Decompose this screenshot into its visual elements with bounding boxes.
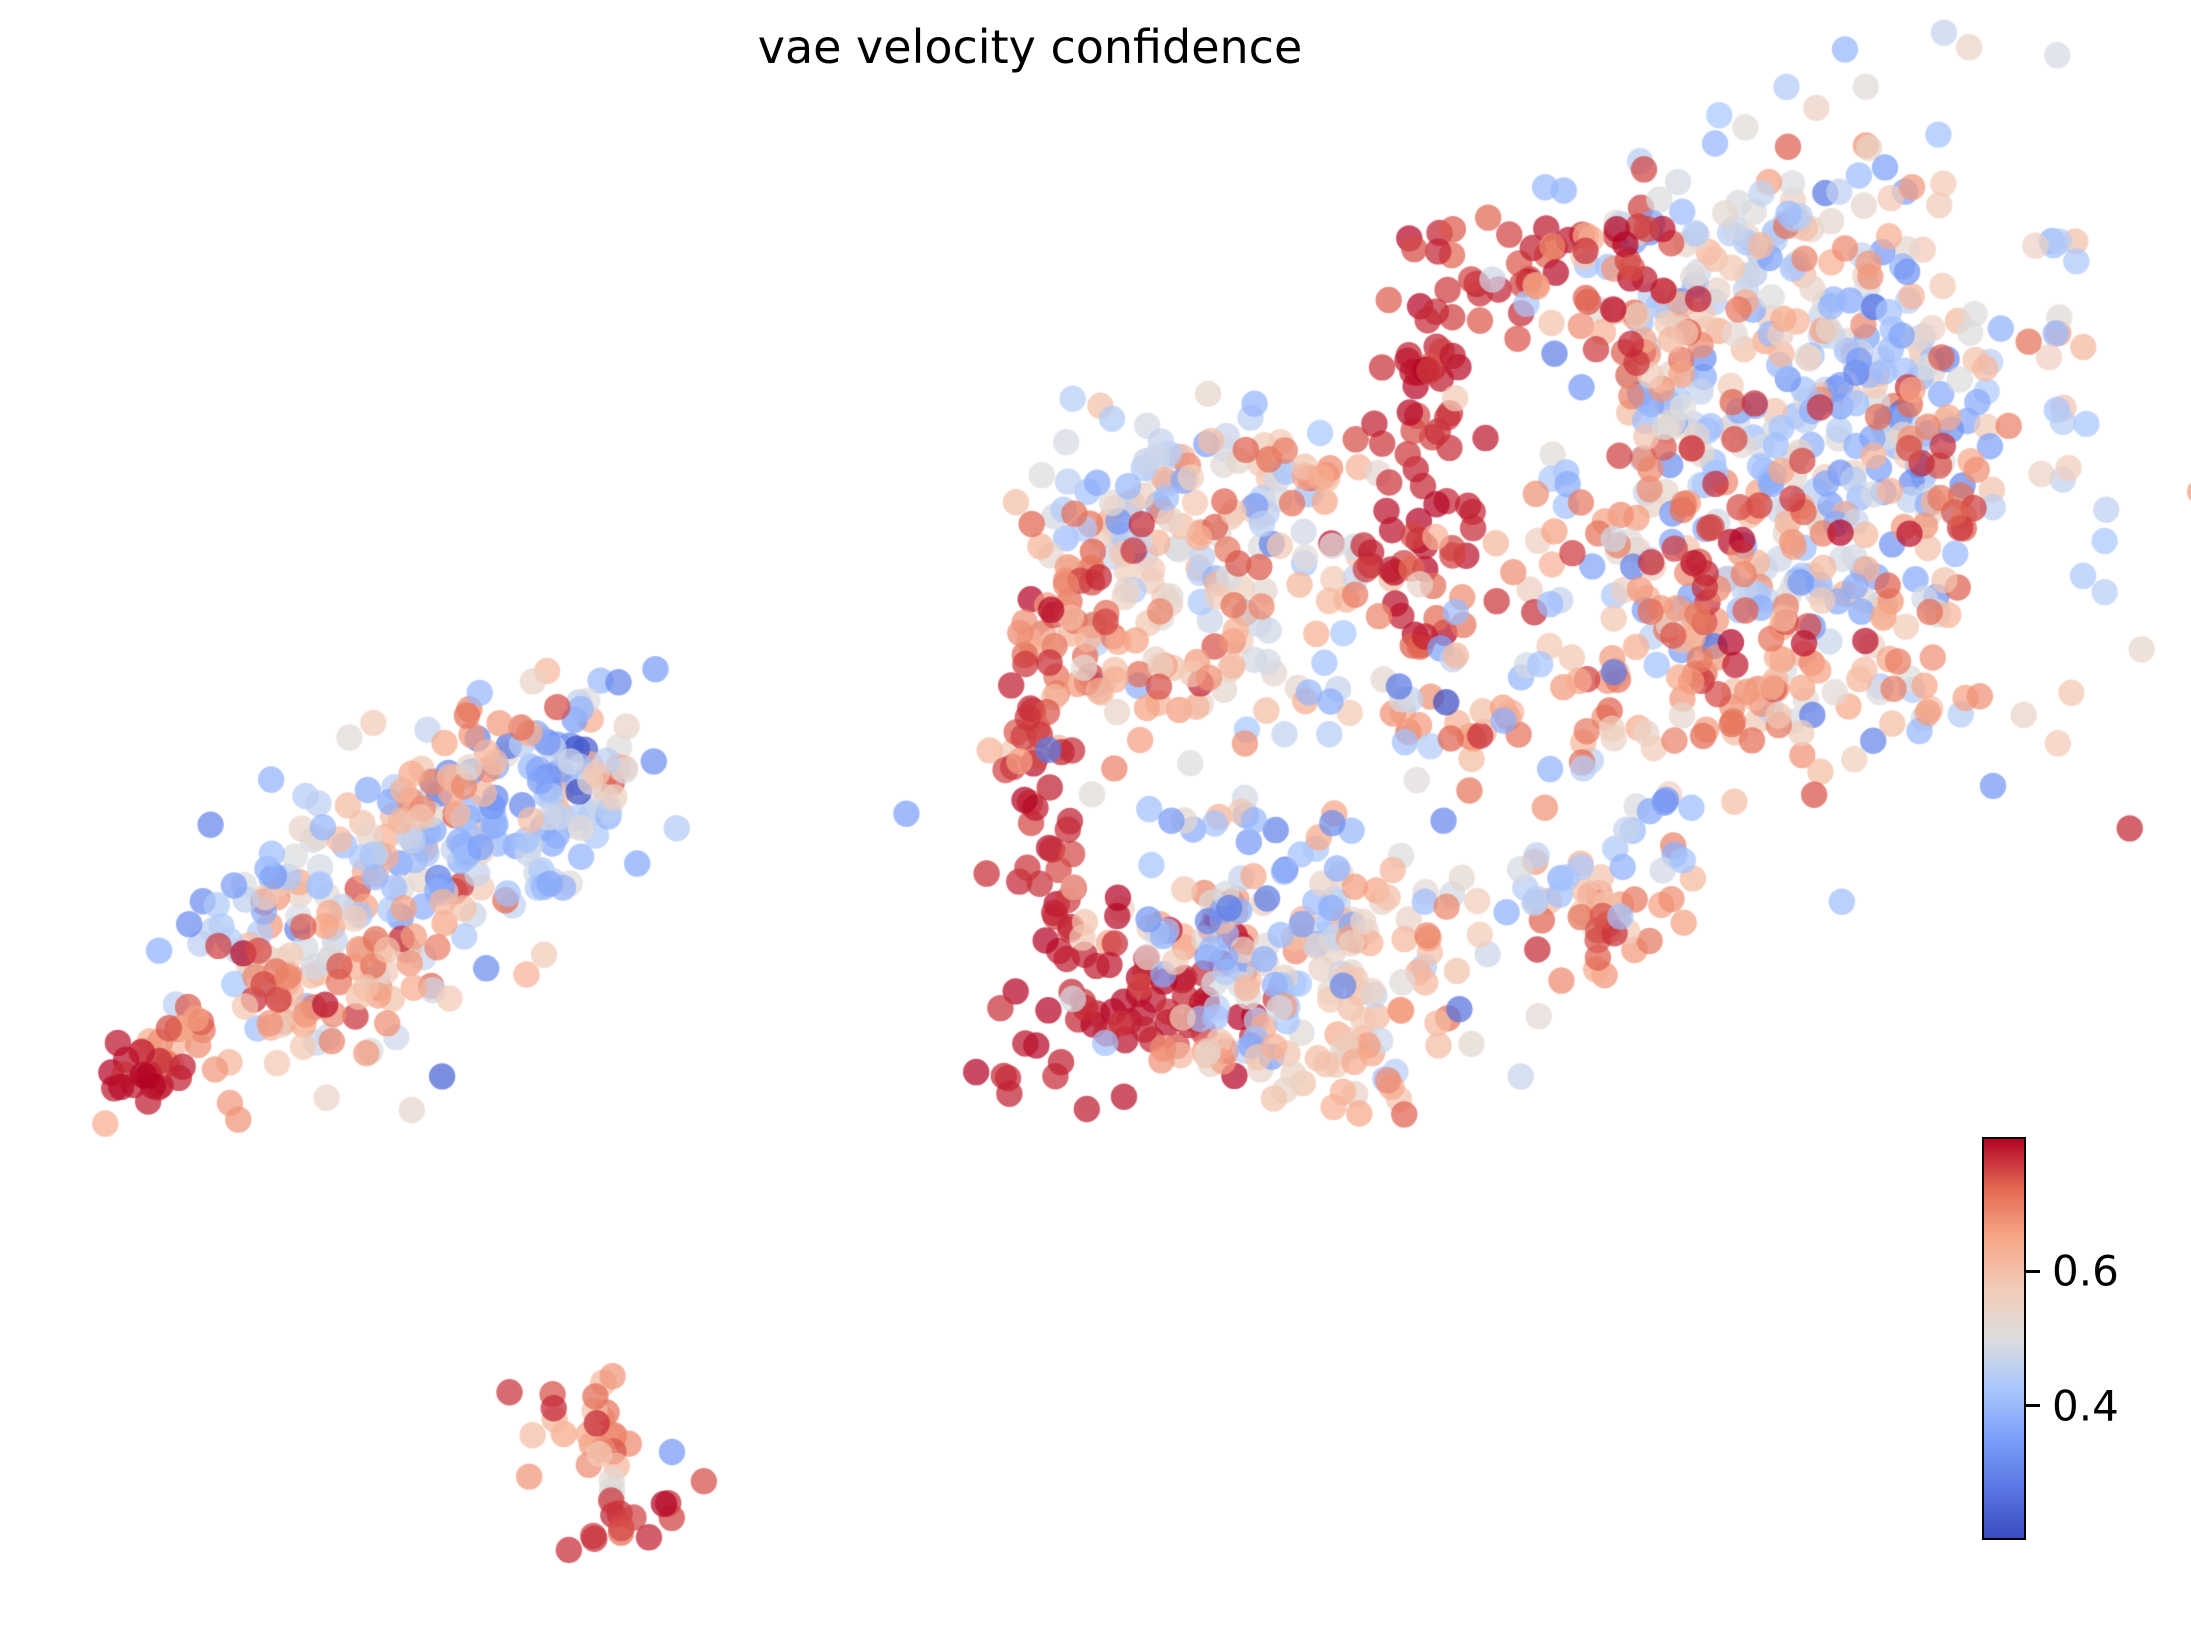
colorbar-tick-label: 0.4	[2052, 1381, 2119, 1431]
colorbar-gradient	[1982, 1137, 2026, 1540]
colorbar-tick-mark	[2026, 1269, 2040, 1273]
colorbar-tick-label: 0.6	[2052, 1246, 2119, 1296]
colorbar-tick-mark	[2026, 1404, 2040, 1408]
chart-title: vae velocity confidence	[757, 20, 1303, 74]
